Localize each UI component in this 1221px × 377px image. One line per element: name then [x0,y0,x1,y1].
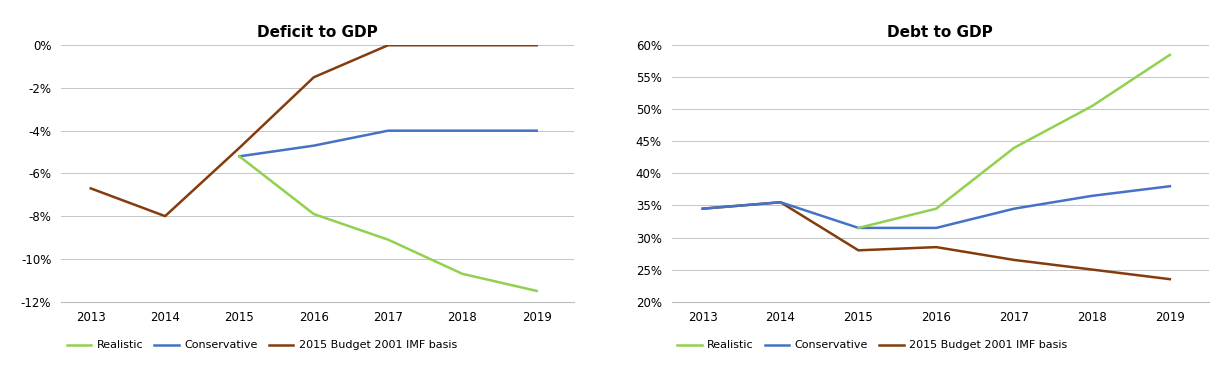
Realistic [1162,52,1177,57]
2015 Budget 2001 IMF basis [158,214,172,218]
Conservative [1084,194,1099,198]
Conservative [773,200,788,204]
Realistic [1084,104,1099,109]
Realistic [1007,146,1022,150]
2015 Budget 2001 IMF basis [83,186,98,191]
Line: Realistic: Realistic [239,156,537,291]
Conservative [1162,184,1177,188]
Realistic [929,206,944,211]
Conservative [455,129,470,133]
2015 Budget 2001 IMF basis [696,206,711,211]
Title: Deficit to GDP: Deficit to GDP [258,25,377,40]
Realistic [306,212,321,216]
Line: 2015 Budget 2001 IMF basis: 2015 Budget 2001 IMF basis [90,45,537,216]
2015 Budget 2001 IMF basis [1084,267,1099,272]
2015 Budget 2001 IMF basis [306,75,321,80]
Legend: Realistic, Conservative, 2015 Budget 2001 IMF basis: Realistic, Conservative, 2015 Budget 200… [678,340,1067,351]
Conservative [232,154,247,159]
Line: Conservative: Conservative [703,186,1170,228]
2015 Budget 2001 IMF basis [1007,258,1022,262]
Conservative [1007,206,1022,211]
2015 Budget 2001 IMF basis [381,43,396,48]
2015 Budget 2001 IMF basis [455,43,470,48]
Realistic [232,154,247,159]
Conservative [381,129,396,133]
Conservative [851,225,866,230]
2015 Budget 2001 IMF basis [1162,277,1177,281]
Legend: Realistic, Conservative, 2015 Budget 2001 IMF basis: Realistic, Conservative, 2015 Budget 200… [67,340,457,351]
Realistic [381,238,396,242]
Realistic [530,289,545,293]
Realistic [851,225,866,230]
Conservative [696,206,711,211]
2015 Budget 2001 IMF basis [851,248,866,253]
Title: Debt to GDP: Debt to GDP [888,25,993,40]
2015 Budget 2001 IMF basis [929,245,944,250]
Conservative [929,225,944,230]
2015 Budget 2001 IMF basis [530,43,545,48]
Conservative [530,129,545,133]
2015 Budget 2001 IMF basis [232,146,247,150]
2015 Budget 2001 IMF basis [773,200,788,204]
Conservative [306,143,321,148]
Realistic [455,271,470,276]
Line: Conservative: Conservative [239,131,537,156]
Line: 2015 Budget 2001 IMF basis: 2015 Budget 2001 IMF basis [703,202,1170,279]
Line: Realistic: Realistic [858,55,1170,228]
